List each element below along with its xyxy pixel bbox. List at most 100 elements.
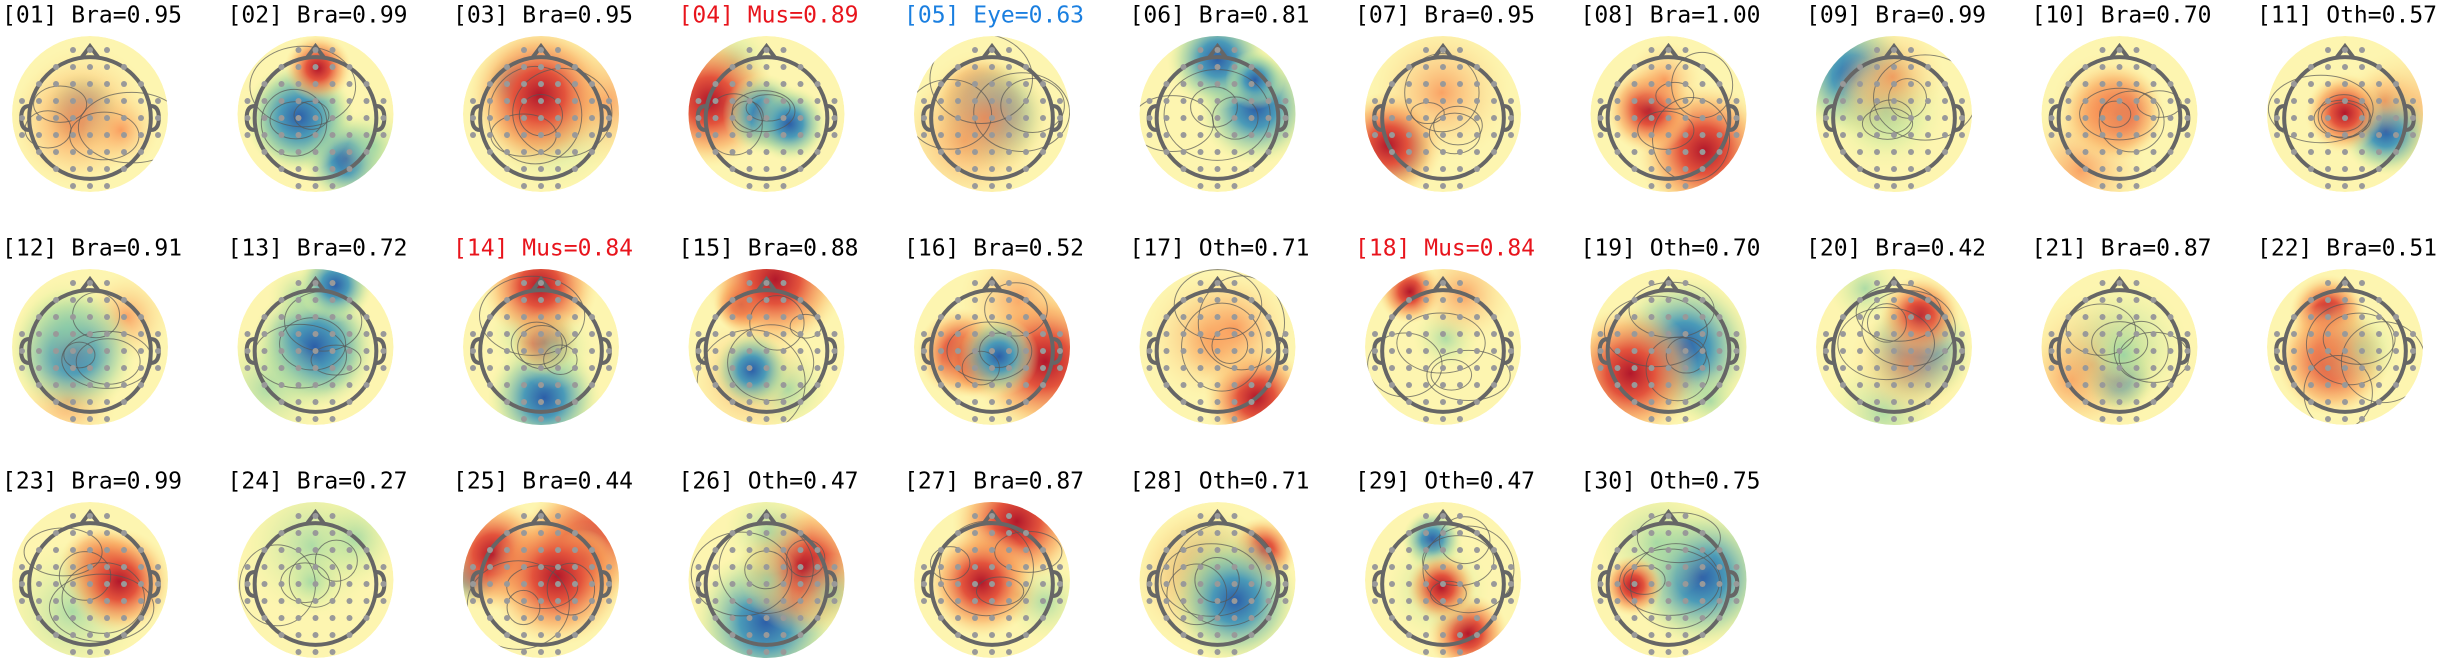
electrode: [989, 399, 995, 405]
electrode: [2099, 365, 2106, 371]
electrode: [1908, 183, 1914, 189]
electrode: [1197, 416, 1204, 422]
electrode: [1214, 649, 1221, 655]
electrode: [1023, 581, 1029, 587]
electrode: [1006, 348, 1012, 354]
electrode: [1925, 382, 1931, 388]
electrode: [1682, 547, 1689, 553]
electrode: [555, 513, 561, 519]
electrode: [2342, 314, 2348, 320]
electrode: [87, 399, 93, 405]
electrode: [1163, 81, 1170, 87]
electrode: [955, 132, 961, 138]
electrode: [329, 581, 336, 587]
electrode: [797, 297, 804, 303]
electrode: [487, 149, 493, 155]
electrode: [1857, 314, 1863, 320]
topomap: [1590, 269, 1747, 425]
electrode: [989, 513, 995, 519]
nose: [304, 275, 327, 293]
electrode: [1423, 115, 1429, 121]
electrode: [2359, 416, 2365, 422]
electrode: [955, 632, 961, 638]
electrode: [1699, 598, 1706, 604]
electrode: [2359, 132, 2365, 138]
electrode: [1423, 598, 1429, 604]
electrode: [1006, 115, 1012, 121]
electrode: [555, 183, 561, 189]
head-outline: [703, 288, 830, 414]
electrode: [2291, 98, 2297, 104]
electrode: [346, 598, 353, 604]
electrode: [1423, 47, 1429, 53]
electrode: [312, 564, 319, 570]
electrode: [70, 416, 76, 422]
electrode: [1389, 132, 1395, 138]
electrode: [521, 632, 527, 638]
contour: [1160, 543, 1263, 617]
electrode: [1197, 513, 1204, 519]
electrode: [763, 348, 770, 354]
electrode: [1023, 297, 1029, 303]
electrode: [1406, 115, 1412, 121]
electrode: [2150, 297, 2157, 303]
electrode: [87, 564, 93, 570]
electrode: [780, 513, 787, 519]
electrode: [155, 132, 161, 138]
electrode: [1648, 348, 1655, 354]
electrode: [1648, 47, 1655, 53]
electrode: [278, 348, 285, 354]
electrode: [1423, 280, 1429, 286]
electrode: [521, 348, 527, 354]
electrode: [2325, 132, 2331, 138]
electrode: [589, 547, 595, 553]
contour: [1181, 302, 1263, 392]
electrode: [746, 365, 753, 371]
electrode: [2116, 149, 2123, 155]
electrode: [1197, 132, 1204, 138]
electrode: [278, 314, 285, 320]
electrode: [1840, 81, 1846, 87]
electrode: [1474, 547, 1480, 553]
electrode: [1474, 81, 1480, 87]
electrode: [1597, 365, 1604, 371]
electrode: [2308, 132, 2314, 138]
electrode: [1648, 547, 1655, 553]
electrode: [2325, 331, 2331, 337]
nose: [1883, 275, 1905, 293]
electrode: [972, 547, 978, 553]
electrode: [972, 365, 978, 371]
electrode: [1908, 64, 1914, 70]
electrode: [278, 115, 285, 121]
electrode: [1423, 513, 1429, 519]
electrode: [1006, 64, 1012, 70]
electrode: [1423, 81, 1429, 87]
electrode: [712, 382, 719, 388]
electrode: [955, 348, 961, 354]
electrode: [1231, 564, 1238, 570]
electrode: [1474, 598, 1480, 604]
electrode: [1457, 399, 1463, 405]
electrode: [2133, 382, 2140, 388]
electrode: [1372, 365, 1378, 371]
electrode: [53, 64, 59, 70]
electrode: [1682, 47, 1689, 53]
electrode: [1716, 331, 1723, 337]
head-outline: [703, 55, 830, 181]
electrode: [2274, 365, 2280, 371]
electrode: [712, 115, 719, 121]
electrode: [814, 615, 821, 621]
electrode: [1631, 81, 1638, 87]
electrode: [487, 81, 493, 87]
electrode: [1874, 98, 1880, 104]
electrode: [278, 98, 285, 104]
electrode: [2325, 297, 2331, 303]
electrode: [555, 149, 561, 155]
electrode: [2133, 314, 2140, 320]
electrode: [1389, 598, 1395, 604]
electrode: [138, 615, 144, 621]
electrode: [2359, 348, 2365, 354]
electrode: [53, 564, 59, 570]
electrode: [1265, 581, 1272, 587]
head-outline: [1380, 288, 1506, 414]
